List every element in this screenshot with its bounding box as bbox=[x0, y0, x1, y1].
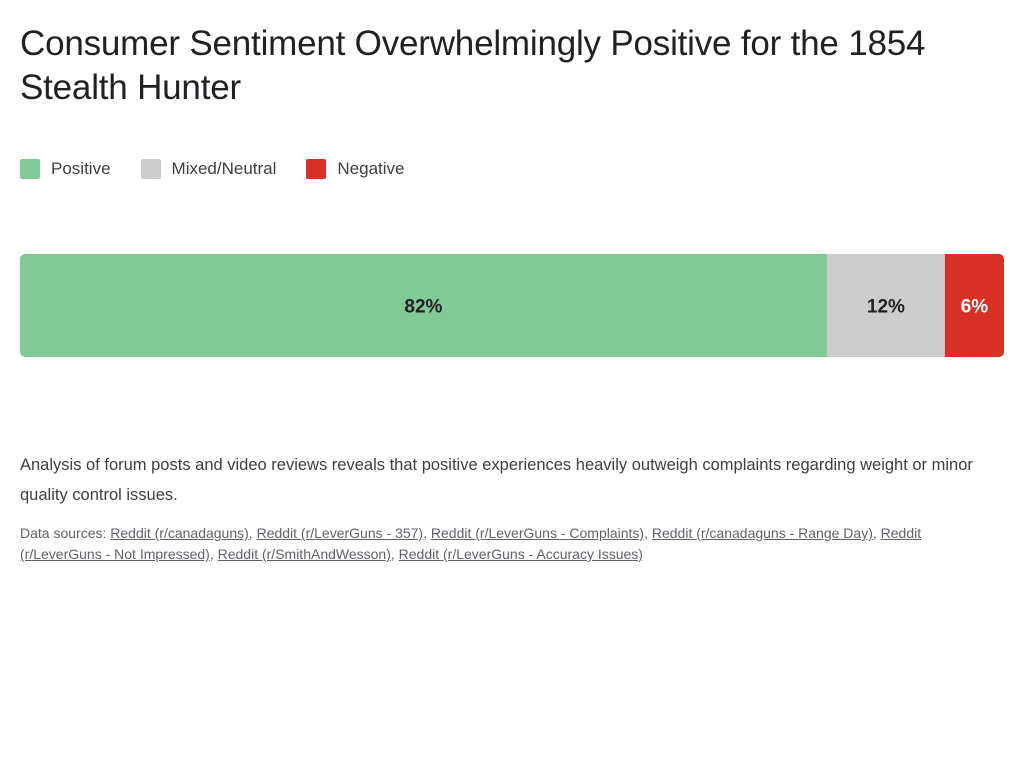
legend-label-negative: Negative bbox=[337, 159, 405, 178]
bar-segment-mixed-neutral bbox=[826, 254, 946, 357]
source-link-canadaguns[interactable]: Reddit (r/canadaguns) bbox=[110, 525, 249, 541]
source-link-leverguns-357[interactable]: Reddit (r/LeverGuns - 357) bbox=[256, 525, 424, 541]
source-link-canadaguns-range-day[interactable]: Reddit (r/canadaguns - Range Day) bbox=[651, 525, 873, 541]
bar-segment-positive bbox=[20, 254, 828, 357]
legend-swatch-positive bbox=[20, 159, 40, 179]
chart-title: Consumer Sentiment Overwhelmingly Positi… bbox=[20, 24, 926, 107]
data-sources-prefix: Data sources: bbox=[20, 525, 111, 541]
bar-label-mixed-neutral: 12% bbox=[867, 297, 905, 318]
bar-label-positive: 82% bbox=[404, 297, 442, 318]
stacked-bar-container: 82% 12% 6% bbox=[20, 254, 1004, 357]
bar-label-negative: 6% bbox=[961, 297, 989, 318]
legend-item-negative: Negative bbox=[306, 159, 405, 179]
legend-item-mixed-neutral: Mixed/Neutral bbox=[140, 159, 277, 179]
source-link-leverguns-accuracy-issues[interactable]: Reddit (r/LeverGuns - Accuracy Issues) bbox=[398, 546, 643, 562]
source-link-leverguns-not-impressed[interactable]: Reddit (r/LeverGuns - Not Impressed) bbox=[20, 525, 922, 562]
legend-swatch-mixed-neutral bbox=[140, 159, 161, 179]
legend-item-positive: Positive bbox=[20, 159, 111, 179]
bar-segment-negative bbox=[944, 254, 1004, 357]
source-link-smithandwesson[interactable]: Reddit (r/SmithAndWesson) bbox=[217, 546, 391, 562]
legend-label-mixed-neutral: Mixed/Neutral bbox=[171, 159, 277, 178]
data-sources: Data sources: Reddit (r/canadaguns), Red… bbox=[20, 525, 922, 562]
source-link-leverguns-complaints[interactable]: Reddit (r/LeverGuns - Complaints) bbox=[430, 525, 645, 541]
legend-swatch-negative bbox=[306, 159, 327, 179]
chart-summary: Analysis of forum posts and video review… bbox=[20, 456, 973, 504]
legend: Positive Mixed/Neutral Negative bbox=[20, 159, 405, 179]
legend-label-positive: Positive bbox=[51, 159, 111, 178]
stacked-bar-chart: 82% 12% 6% bbox=[20, 254, 1004, 357]
